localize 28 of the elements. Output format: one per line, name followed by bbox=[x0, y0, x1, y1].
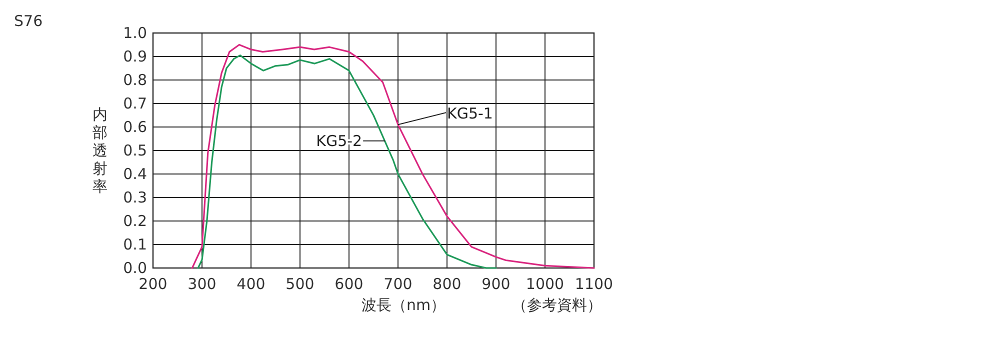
x-tick-label: 300 bbox=[188, 275, 216, 293]
y-tick-label: 0.1 bbox=[123, 236, 147, 254]
x-tick-label: 1000 bbox=[526, 275, 564, 293]
line-series bbox=[191, 44, 595, 269]
x-tick-label: 500 bbox=[286, 275, 314, 293]
text: （参考資料） bbox=[512, 296, 602, 314]
y-tick-label: 0.8 bbox=[123, 71, 147, 89]
y-tick-label: 0.5 bbox=[123, 142, 147, 160]
x-tick-label: 600 bbox=[334, 275, 364, 293]
y-tick-label: 0.4 bbox=[123, 165, 147, 183]
x-tick-label: 200 bbox=[138, 275, 168, 293]
y-tick-label: 0.3 bbox=[123, 188, 147, 206]
x-tick-label: 700 bbox=[384, 275, 412, 293]
x-tick-label: 900 bbox=[482, 275, 510, 293]
y-tick-label: 0.0 bbox=[123, 259, 147, 277]
x-tick-label: 800 bbox=[432, 275, 462, 293]
text: KG5-1 bbox=[447, 104, 493, 123]
text: S76 bbox=[14, 12, 43, 30]
y-tick-label: 1.0 bbox=[123, 24, 147, 42]
x-tick-label: 1100 bbox=[574, 275, 614, 293]
y-tick-label: 0.2 bbox=[123, 212, 147, 230]
line-series bbox=[197, 54, 497, 269]
x-tick-label: 400 bbox=[236, 275, 266, 293]
x-axis-title: 波長（nm） bbox=[361, 296, 446, 314]
y-tick-label: 0.6 bbox=[123, 118, 147, 136]
y-axis-title: 内部透射率 bbox=[92, 106, 108, 196]
y-tick-label: 0.9 bbox=[123, 48, 147, 66]
y-tick-label: 0.7 bbox=[123, 94, 147, 112]
